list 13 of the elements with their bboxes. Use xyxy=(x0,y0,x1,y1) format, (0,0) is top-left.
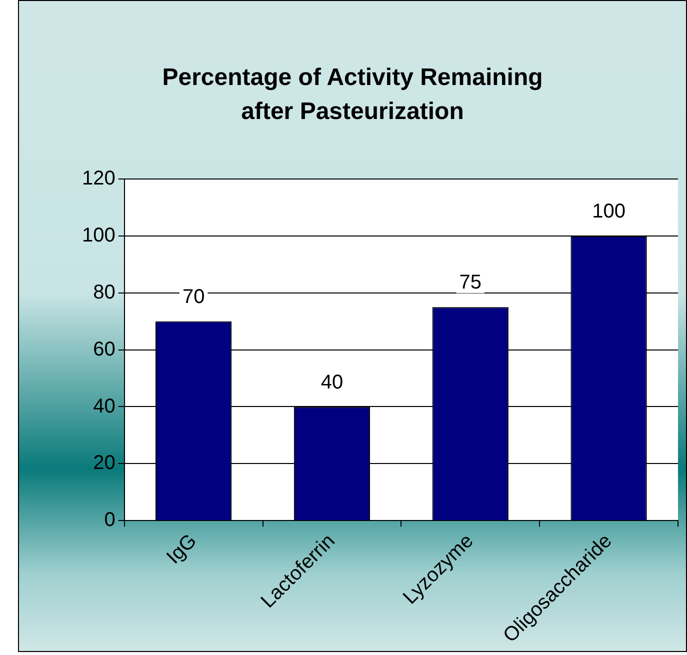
chart-title: Percentage of Activity Remaining after Pasteurization xyxy=(161,63,544,127)
y-tick-label: 100 xyxy=(82,224,116,246)
y-tick-label: 0 xyxy=(104,509,116,532)
y-tick-label: 60 xyxy=(93,338,116,360)
y-tick-label: 80 xyxy=(93,281,116,304)
y-tick-label: 120 xyxy=(82,168,116,190)
data-label: 70 xyxy=(182,286,205,308)
data-label: 40 xyxy=(320,371,344,394)
data-label: 75 xyxy=(459,272,482,294)
x-tick-label: IgG xyxy=(162,530,202,568)
y-tick-label: 40 xyxy=(93,395,116,418)
data-label: 100 xyxy=(592,200,626,222)
y-tick-label: 20 xyxy=(93,452,116,474)
